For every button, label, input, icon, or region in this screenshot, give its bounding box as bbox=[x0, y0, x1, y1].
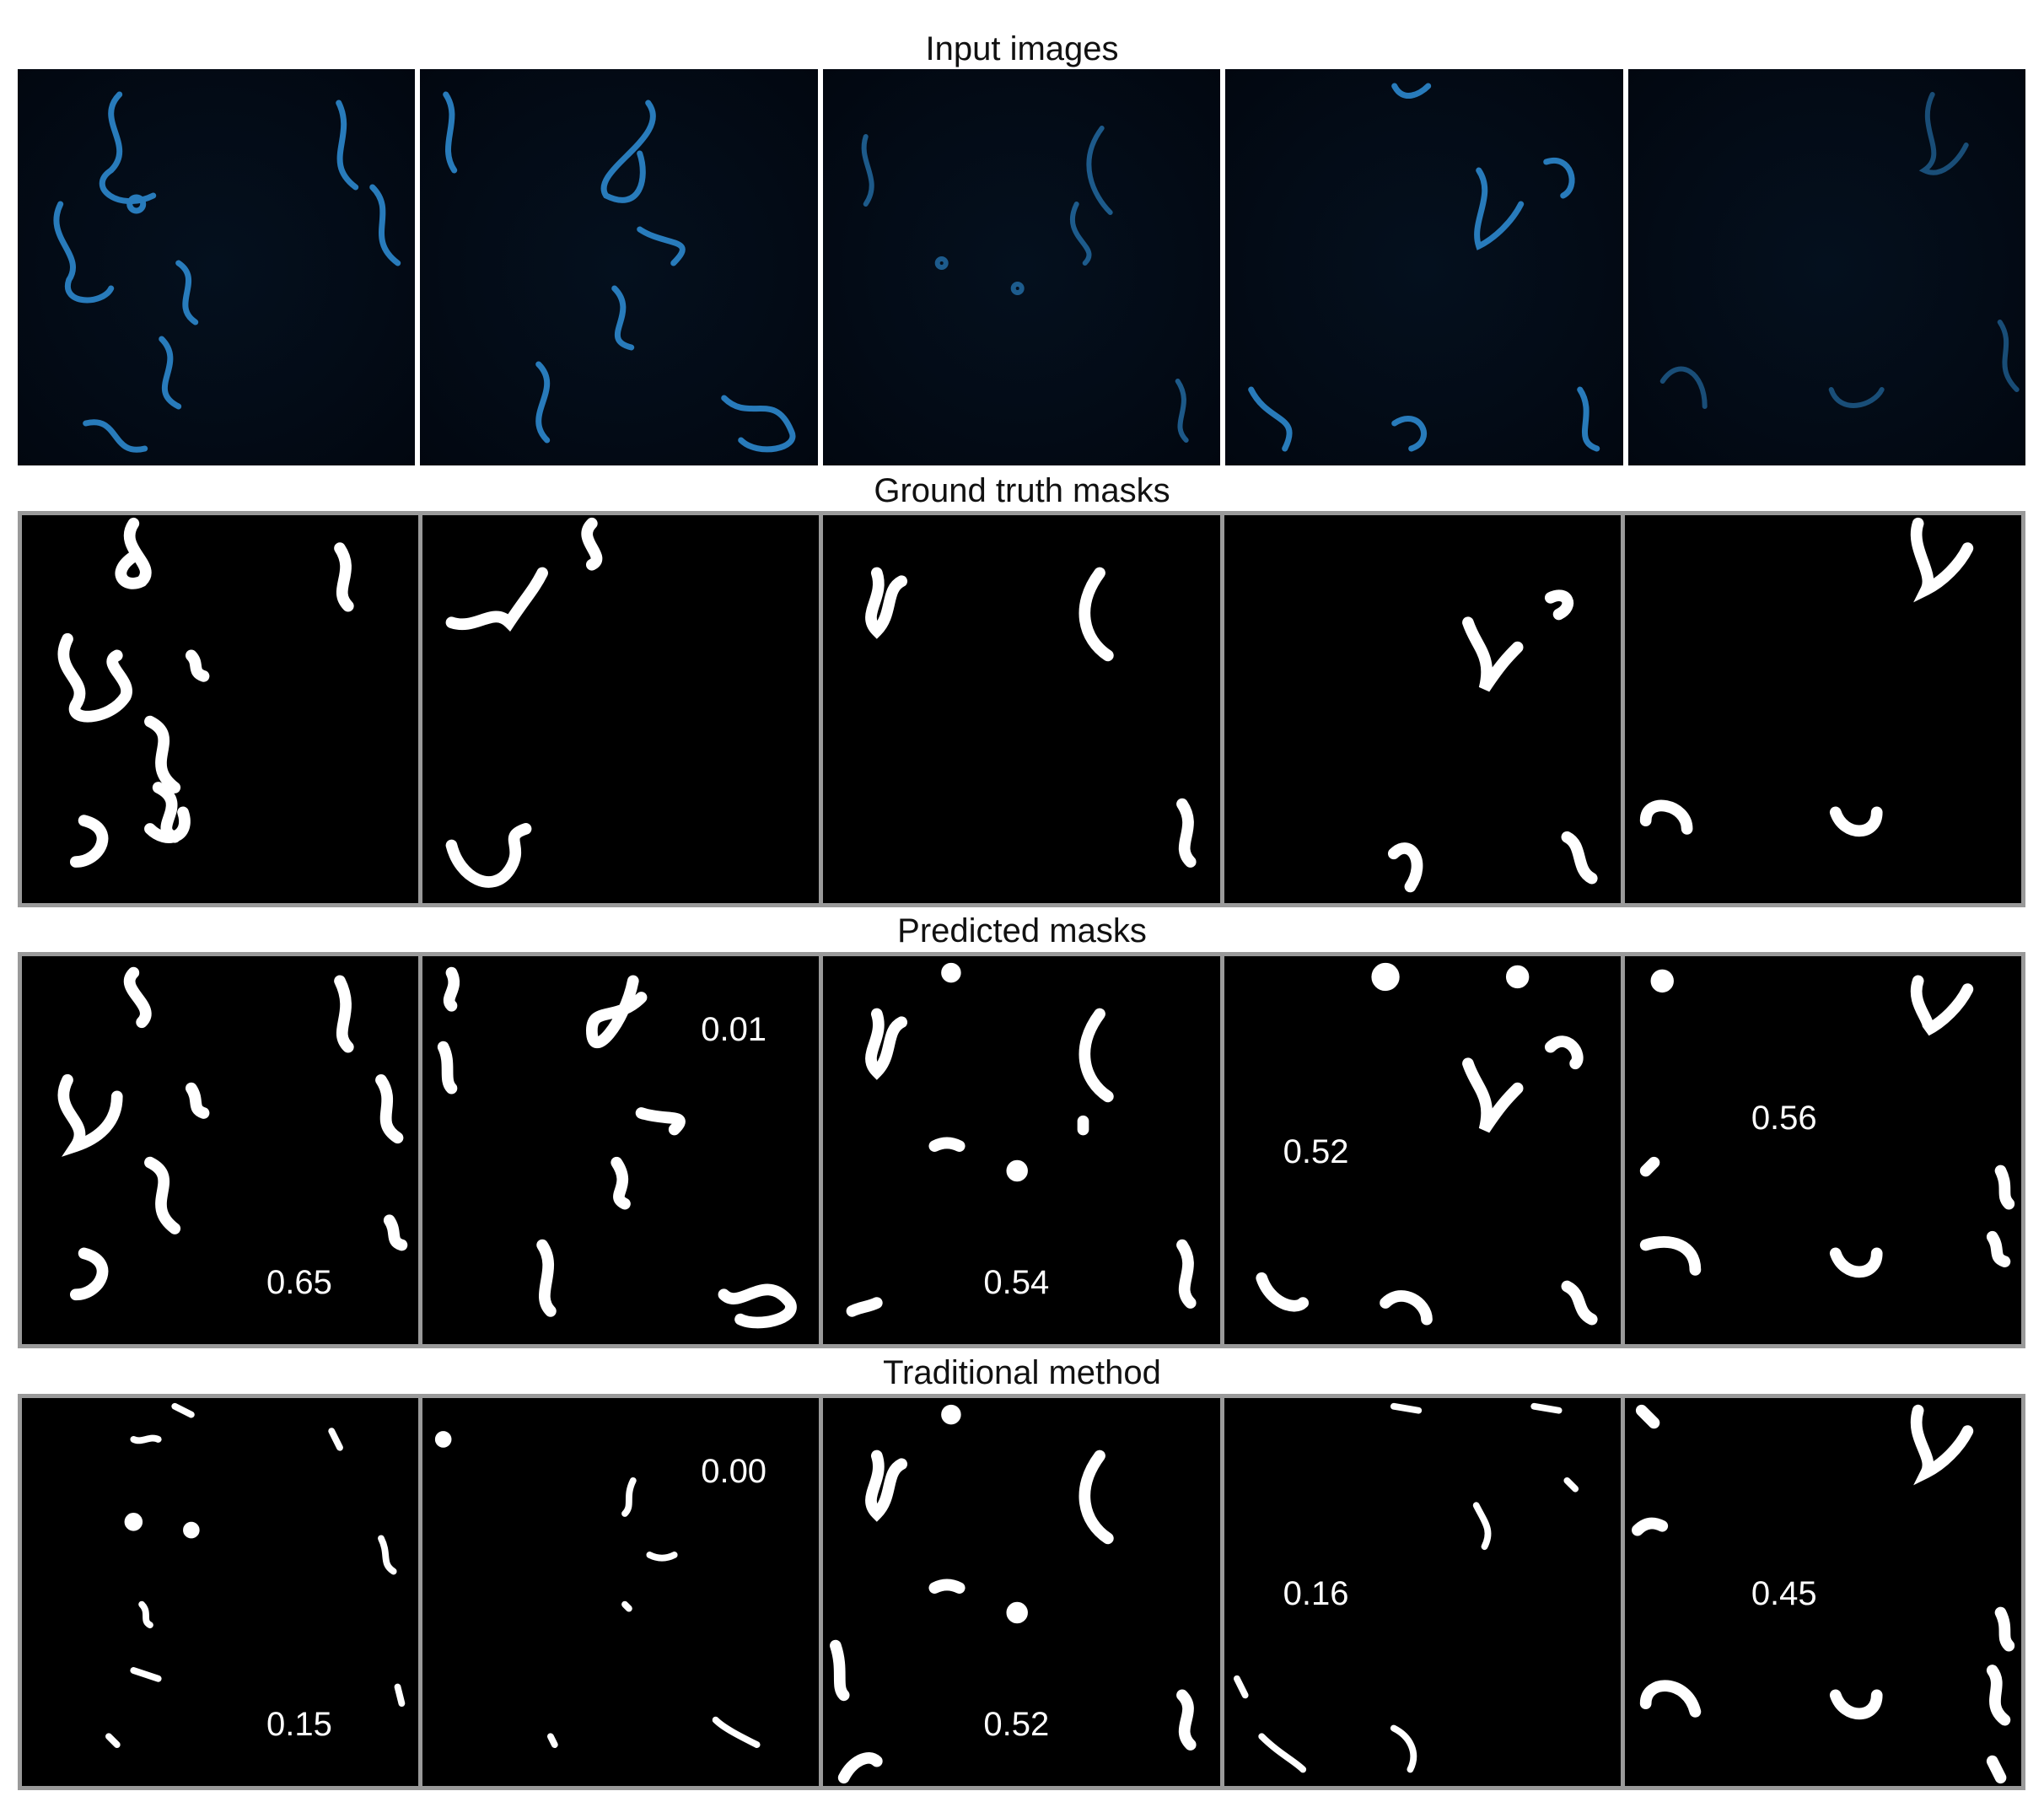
traditional-mask-5: 0.45 bbox=[1624, 1398, 2022, 1786]
traditional-score-3: 0.52 bbox=[983, 1706, 1050, 1743]
input-image-2 bbox=[420, 69, 818, 465]
row-title-ground-truth-masks: Ground truth masks bbox=[874, 472, 1170, 509]
traditional-score-5: 0.45 bbox=[1751, 1575, 1817, 1612]
traditional-score-4: 0.16 bbox=[1283, 1575, 1349, 1612]
traditional-method-row: 0.15 0.00 0.52 bbox=[18, 1394, 2025, 1790]
ground-truth-masks-row bbox=[18, 511, 2025, 907]
traditional-score-1: 0.15 bbox=[266, 1706, 332, 1743]
ground-truth-mask-5 bbox=[1624, 515, 2022, 903]
traditional-mask-2: 0.00 bbox=[422, 1398, 820, 1786]
ground-truth-mask-4 bbox=[1224, 515, 1621, 903]
ground-truth-mask-2 bbox=[422, 515, 820, 903]
predicted-score-4: 0.52 bbox=[1283, 1133, 1349, 1170]
traditional-mask-4: 0.16 bbox=[1224, 1398, 1621, 1786]
input-image-3 bbox=[822, 69, 1221, 465]
traditional-mask-3: 0.52 bbox=[823, 1398, 1220, 1786]
traditional-mask-1: 0.15 bbox=[22, 1398, 419, 1786]
predicted-mask-2: 0.01 bbox=[422, 956, 820, 1344]
input-image-5 bbox=[1627, 69, 2026, 465]
input-image-1 bbox=[18, 69, 416, 465]
predicted-mask-4: 0.52 bbox=[1224, 956, 1621, 1344]
ground-truth-mask-1 bbox=[22, 515, 419, 903]
input-image-4 bbox=[1225, 69, 1623, 465]
row-title-predicted-masks: Predicted masks bbox=[897, 912, 1147, 949]
input-images-row bbox=[18, 69, 2026, 465]
predicted-mask-3: 0.54 bbox=[823, 956, 1220, 1344]
row-title-traditional-method: Traditional method bbox=[883, 1354, 1161, 1391]
predicted-score-2: 0.01 bbox=[701, 1011, 767, 1048]
predicted-mask-5: 0.56 bbox=[1624, 956, 2022, 1344]
predicted-score-3: 0.54 bbox=[983, 1264, 1050, 1301]
traditional-score-2: 0.00 bbox=[701, 1453, 767, 1490]
predicted-masks-row: 0.65 0.01 0.54 bbox=[18, 952, 2025, 1348]
row-title-input-images: Input images bbox=[925, 30, 1119, 67]
predicted-score-5: 0.56 bbox=[1751, 1100, 1817, 1137]
ground-truth-mask-3 bbox=[823, 515, 1220, 903]
predicted-score-1: 0.65 bbox=[266, 1264, 332, 1301]
predicted-mask-1: 0.65 bbox=[22, 956, 419, 1344]
